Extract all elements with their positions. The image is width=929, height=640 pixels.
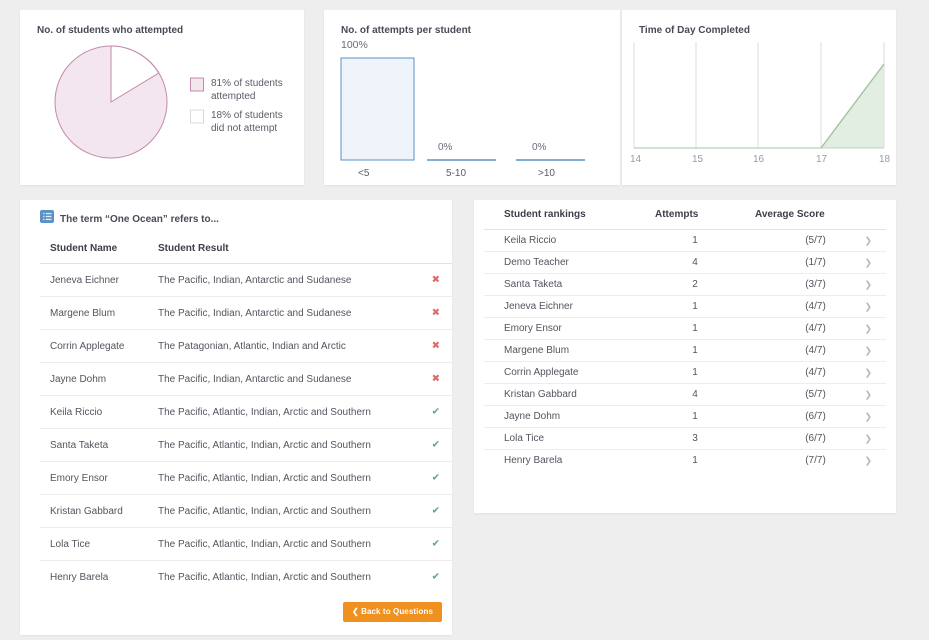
svg-text:0%: 0% [532, 142, 547, 153]
svg-text:18: 18 [879, 154, 891, 165]
svg-text:81% of students: 81% of students [211, 78, 283, 89]
svg-text:>10: >10 [538, 168, 555, 179]
svg-text:attempted: attempted [211, 91, 255, 102]
svg-text:15: 15 [692, 154, 704, 165]
svg-text:14: 14 [630, 154, 642, 165]
svg-text:16: 16 [753, 154, 765, 165]
svg-text:18% of students: 18% of students [211, 110, 283, 121]
svg-text:17: 17 [816, 154, 828, 165]
svg-text:5-10: 5-10 [446, 168, 466, 179]
svg-text:<5: <5 [358, 168, 370, 179]
svg-text:0%: 0% [438, 142, 453, 153]
svg-text:did not attempt: did not attempt [211, 123, 277, 134]
